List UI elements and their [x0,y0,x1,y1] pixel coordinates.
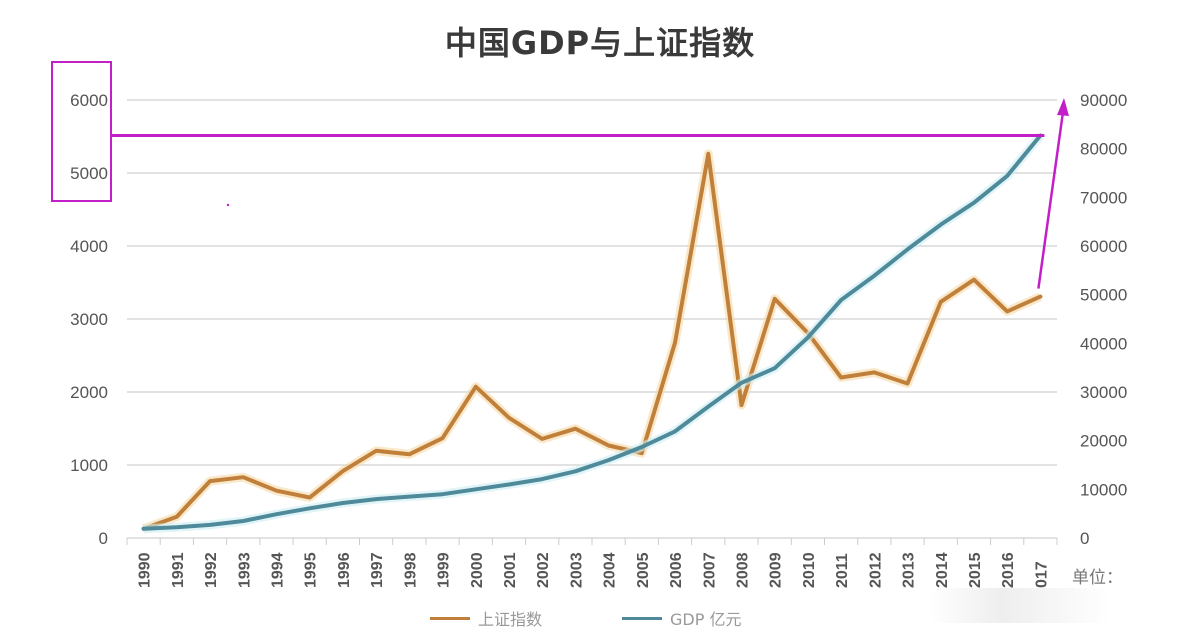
y-left-tick-label: 2000 [70,383,108,402]
gridlines [127,99,1057,539]
x-tick-label: 1995 [303,552,320,588]
y-right-tick-label: 30000 [1080,383,1127,402]
legend-item-gdp: GDP 亿元 [622,606,741,630]
y-left-tick-label: 3000 [70,310,108,329]
x-tick-label: 1994 [269,552,286,588]
y-left-tick-label: 6000 [70,91,108,110]
legend-item-shanghai: 上证指数 [430,606,542,630]
legend-swatch-shanghai [430,616,470,620]
x-tick-label: 2001 [502,552,519,588]
y-left-tick-label: 4000 [70,237,108,256]
y-axis-left: 0 1000 2000 3000 4000 5000 6000 [70,91,108,548]
annotations [51,61,1069,289]
x-tick-label: 2012 [867,552,884,588]
x-tick-label: 1992 [203,552,220,588]
x-tick-label: 2006 [668,552,685,588]
x-tick-label: 1990 [137,552,154,588]
legend-label-shanghai: 上证指数 [478,610,543,629]
y-left-tick-label: 5000 [70,164,108,183]
x-tick-label: 2002 [535,552,552,588]
x-tick-label: 2007 [701,552,718,588]
y-right-tick-label: 60000 [1080,237,1127,256]
x-tick-label: 2015 [967,552,984,588]
x-tick-label: 2008 [734,552,751,588]
y-right-tick-label: 90000 [1080,91,1127,110]
gdp-line [141,133,1043,531]
y-right-tick-label: 20000 [1080,432,1127,451]
series-lines [141,132,1044,534]
stray-dot [226,203,230,207]
up-arrow-icon [1057,98,1069,116]
y-axis-right: 0 10000 20000 30000 40000 50000 60000 70000 8000… [1080,91,1127,548]
x-tick-label: 1998 [402,552,419,588]
x-tick-label: 2005 [635,552,652,588]
x-tick-label: 1993 [236,552,253,588]
x-tick-label: 2011 [834,553,851,588]
y-right-tick-label: 70000 [1080,188,1127,207]
x-tick-label: 1996 [336,552,353,588]
x-tick-label: 2000 [469,552,486,588]
x-tick-label: 2016 [1000,552,1017,588]
legend-swatch-gdp [622,616,663,620]
watermark [930,588,1110,623]
series-glow [143,132,1044,534]
y-right-tick-label: 40000 [1080,334,1127,353]
x-axis: 1990 1991 1992 1993 1994 1995 1996 1997 1998 1999… [126,538,1058,588]
x-tick-label: 017 [1033,561,1050,588]
x-tick-label: 2003 [568,552,585,588]
up-arrow-shaft [1037,111,1065,289]
series-glow [142,149,1043,533]
unit-label: 单位： [1072,568,1123,588]
legend-label-gdp: GDP 亿元 [670,610,742,629]
x-tick-label: 2014 [934,552,951,588]
x-tick-label: 2013 [901,552,918,588]
x-tick-label: 1991 [170,552,187,588]
x-tick-label: 1999 [436,552,453,588]
y-right-tick-label: 10000 [1080,480,1127,499]
x-tick-label: 1997 [369,552,386,588]
chart-title: 中国GDP与上证指数 [444,24,756,62]
x-tick-label: 2004 [602,552,619,588]
x-tick-label: 2009 [768,552,785,588]
highlight-box [51,61,112,202]
y-right-tick-label: 50000 [1080,286,1127,305]
x-tick-label: 2010 [801,552,818,588]
y-left-tick-label: 1000 [70,456,108,475]
y-right-tick-label: 80000 [1080,140,1127,159]
shanghai-index-line [141,151,1043,531]
legend: 上证指数 GDP 亿元 [430,606,741,630]
y-left-tick-label: 0 [99,529,108,548]
y-right-tick-label: 0 [1080,529,1089,548]
